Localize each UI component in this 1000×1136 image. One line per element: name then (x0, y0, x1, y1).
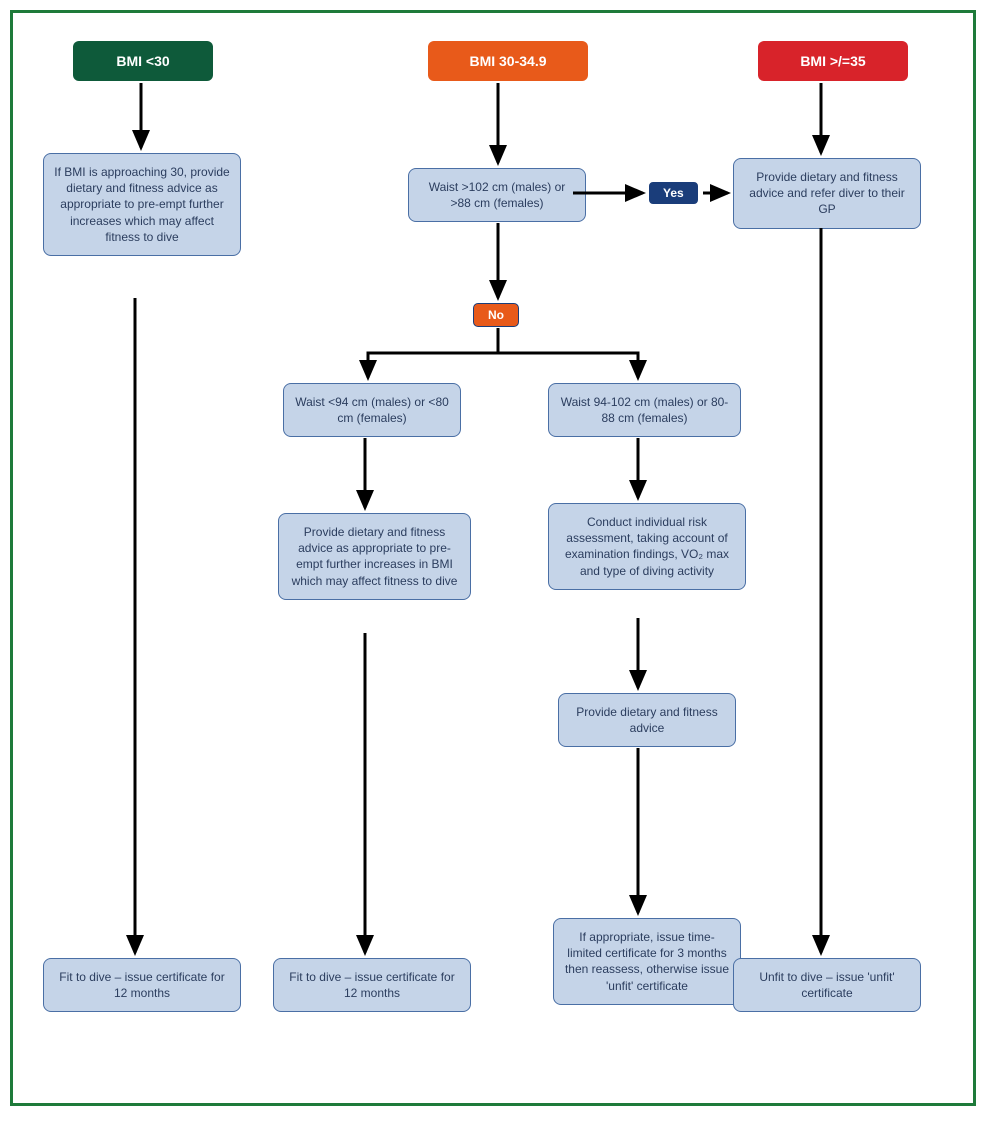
box-gte35-advice: Provide dietary and fitness advice and r… (733, 158, 921, 229)
box-fit-12-a: Fit to dive – issue certificate for 12 m… (43, 958, 241, 1012)
box-lt30-advice: If BMI is approaching 30, provide dietar… (43, 153, 241, 256)
box-fit-12-b: Fit to dive – issue certificate for 12 m… (273, 958, 471, 1012)
box-mid-assess: Conduct individual risk assessment, taki… (548, 503, 746, 590)
decision-no: No (473, 303, 519, 327)
box-waist-mid: Waist 94-102 cm (males) or 80-88 cm (fem… (548, 383, 741, 437)
box-mid-outcome: If appropriate, issue time-limited certi… (553, 918, 741, 1005)
box-waist-low: Waist <94 cm (males) or <80 cm (females) (283, 383, 461, 437)
box-waist-check: Waist >102 cm (males) or >88 cm (females… (408, 168, 586, 222)
flowchart-container: BMI <30 BMI 30-34.9 BMI >/=35 If BMI is … (10, 10, 976, 1106)
box-mid-advice: Provide dietary and fitness advice (558, 693, 736, 747)
header-bmi-gte35: BMI >/=35 (758, 41, 908, 81)
box-unfit: Unfit to dive – issue 'unfit' certificat… (733, 958, 921, 1012)
header-bmi-lt30: BMI <30 (73, 41, 213, 81)
box-low-advice: Provide dietary and fitness advice as ap… (278, 513, 471, 600)
decision-yes: Yes (648, 181, 699, 205)
header-bmi-30-349: BMI 30-34.9 (428, 41, 588, 81)
